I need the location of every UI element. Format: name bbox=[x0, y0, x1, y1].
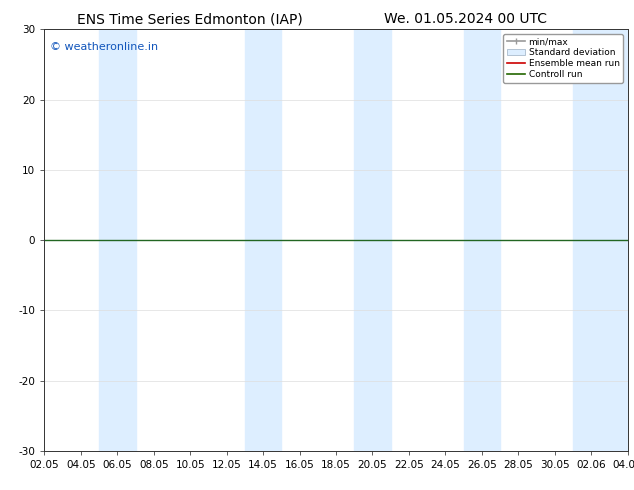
Bar bbox=[463, 29, 500, 451]
Bar bbox=[609, 29, 634, 451]
Bar bbox=[354, 29, 391, 451]
Text: ENS Time Series Edmonton (IAP): ENS Time Series Edmonton (IAP) bbox=[77, 12, 303, 26]
Text: © weatheronline.in: © weatheronline.in bbox=[50, 42, 158, 52]
Legend: min/max, Standard deviation, Ensemble mean run, Controll run: min/max, Standard deviation, Ensemble me… bbox=[503, 34, 623, 82]
Bar bbox=[99, 29, 136, 451]
Bar bbox=[573, 29, 609, 451]
Text: We. 01.05.2024 00 UTC: We. 01.05.2024 00 UTC bbox=[384, 12, 548, 26]
Bar bbox=[245, 29, 281, 451]
